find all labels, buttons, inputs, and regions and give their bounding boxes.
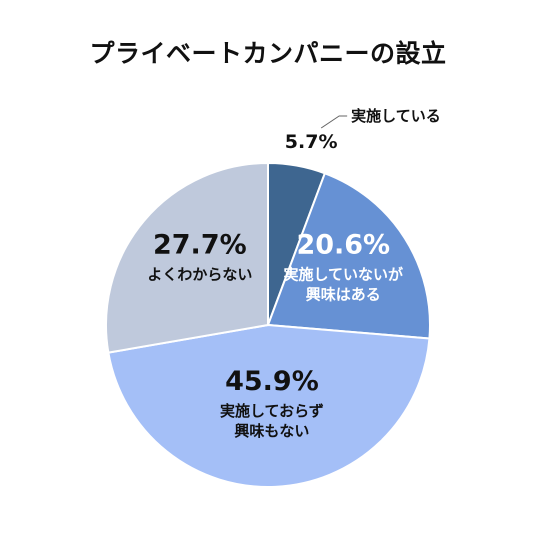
slice-value-label-3: 27.7% (153, 230, 247, 261)
slice-category-label-1-0: 実施していないが (283, 265, 404, 283)
slice-category-label-2-1: 興味もない (234, 422, 309, 440)
pie-slice-3 (105, 161, 269, 354)
leader-line-0 (320, 115, 348, 129)
slice-value-label-0: 5.7% (285, 131, 338, 153)
slice-category-label-1-1: 興味はある (306, 285, 381, 303)
pie-slice-2 (107, 323, 431, 488)
slice-value-label-1: 20.6% (296, 229, 390, 260)
slice-category-label-2-0: 実施しておらず (220, 402, 324, 420)
pie-slice-1 (266, 172, 431, 340)
slice-category-label-3-0: よくわからない (147, 266, 252, 284)
slice-category-label-0: 実施している (351, 107, 441, 125)
chart-title: プライベートカンパニーの設立 (89, 39, 447, 68)
slice-value-label-2: 45.9% (225, 366, 319, 397)
